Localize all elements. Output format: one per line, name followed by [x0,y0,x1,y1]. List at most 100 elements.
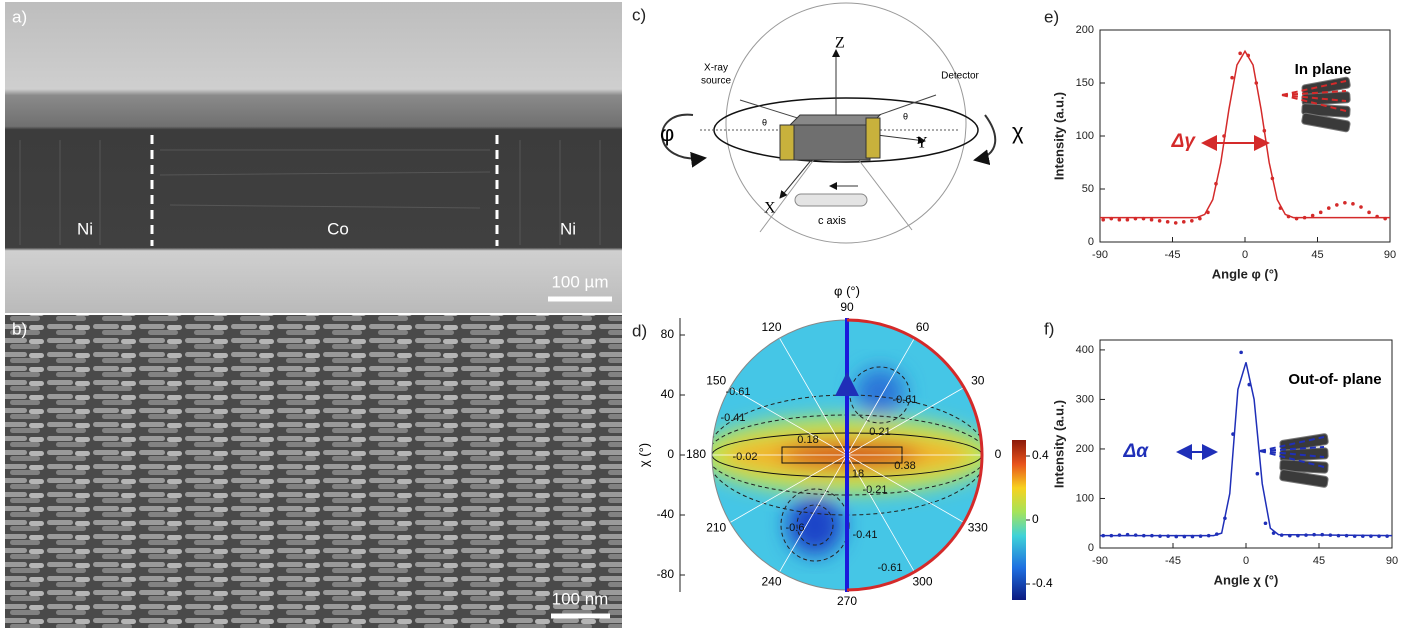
dashed-guide [1259,436,1325,452]
x-axis-label: Angle χ (°) [1214,572,1279,587]
x-tick-label: -90 [1092,249,1108,261]
y-tick-label: 300 [1076,393,1094,405]
angle-label: 30 [971,374,985,388]
y-axis-label: Intensity (a.u.) [1051,400,1066,488]
spoke [729,387,848,456]
angle-label: 120 [761,320,781,334]
spoke [846,454,965,523]
dashed-guide [1281,90,1347,96]
colorbar-tick-label: 0.4 [1032,448,1049,462]
data-point [1343,200,1347,205]
rod-icon [1301,103,1351,118]
chi-tick-label: 80 [661,327,675,341]
c-axis-label: c axis [818,215,847,227]
theta-label: θ [903,111,908,121]
panel-label: f) [1044,319,1054,338]
inset-label: Out-of- plane [1288,371,1381,388]
y-tick-label: 0 [1088,236,1094,248]
angle-label: 330 [968,521,988,535]
x-tick-label: 0 [1242,249,1248,261]
rod-icon [1279,459,1329,474]
dashed-guide [1259,450,1325,458]
data-point [1157,219,1162,223]
angle-label: 150 [706,374,726,388]
dashed-guide [1281,94,1347,102]
panel-label: b) [12,319,27,338]
contour-label: -0.02 [732,451,757,463]
chi-tick-label: -40 [657,507,675,521]
contour-label: -0.21 [862,484,887,496]
x-tick-label: -45 [1165,249,1181,261]
contour-label: -0.61 [877,562,902,574]
colorbar [1012,440,1026,600]
spoke [729,454,848,523]
width-annotation: Δγ [1171,131,1197,152]
contour-label: 0.21 [869,426,890,438]
colorbar-tick-label: -0.4 [1032,576,1053,590]
panel-label: c) [632,5,646,24]
axis-label: X [764,200,776,217]
data-point [1238,51,1242,56]
spoke [846,337,915,456]
contour-label: -0.61 [725,386,750,398]
colorbar-tick-label: 0 [1032,512,1039,526]
data-point [1117,217,1122,222]
angle-label: 60 [916,320,930,334]
phi-axis-label: φ (°) [834,283,860,298]
spoke [779,337,848,456]
region-label: Ni [560,219,576,238]
y-tick-label: 200 [1076,24,1094,36]
x-tick-label: 45 [1311,249,1323,261]
data-point [1255,471,1260,476]
contour-label: -0.61 [892,394,917,406]
x-tick-label: -90 [1092,555,1108,567]
source-label: source [701,76,731,87]
source-label: X-ray [704,63,728,74]
data-point [1198,216,1202,221]
angle-label: 0 [995,447,1002,461]
rod-icon [1279,469,1329,488]
sem-image-a [5,2,622,313]
width-annotation: Δα [1122,441,1149,462]
x-axis-label: Angle φ (°) [1212,266,1279,281]
data-point [1190,219,1194,223]
axis-label: Y [916,135,928,152]
data-point [1149,217,1154,222]
phi-arc [846,318,984,592]
y-tick-label: 150 [1076,77,1094,89]
y-tick-label: 100 [1076,130,1094,142]
fit-line [1100,49,1390,219]
x-tick-label: 0 [1243,555,1249,567]
contour-label: 0.18 [797,434,818,446]
data-point [1326,206,1331,210]
dashed-guide [1281,80,1347,96]
data-point [1239,350,1243,355]
chi-axis-label: χ (°) [636,443,651,467]
region-label: Co [327,219,349,238]
x-tick-label: 90 [1386,555,1398,567]
angle-label: 240 [761,574,781,588]
data-point [1125,217,1130,222]
data-point [1335,203,1339,207]
spoke [846,454,915,573]
axis-label: Z [835,35,845,52]
inset-label: In plane [1295,61,1352,78]
y-axis-label: Intensity (a.u.) [1051,92,1066,180]
y-tick-label: 100 [1076,492,1094,504]
angle-label: 300 [912,574,932,588]
angle-label: 270 [837,594,857,608]
x-tick-label: 45 [1313,555,1325,567]
angle-label: 210 [706,521,726,535]
x-tick-label: 90 [1384,249,1396,261]
panel-label: e) [1044,7,1059,26]
contour-label: 18 [852,468,864,480]
scale-bar-label: 100 nm [552,589,609,608]
dashed-guide [1281,94,1347,112]
region-label: Ni [77,219,93,238]
scale-bar-label: 100 µm [551,272,608,291]
angle-label: 90 [840,300,854,314]
detector-label: Detector [941,71,979,82]
contour-label: -0.41 [720,412,745,424]
data-point [1351,202,1355,206]
